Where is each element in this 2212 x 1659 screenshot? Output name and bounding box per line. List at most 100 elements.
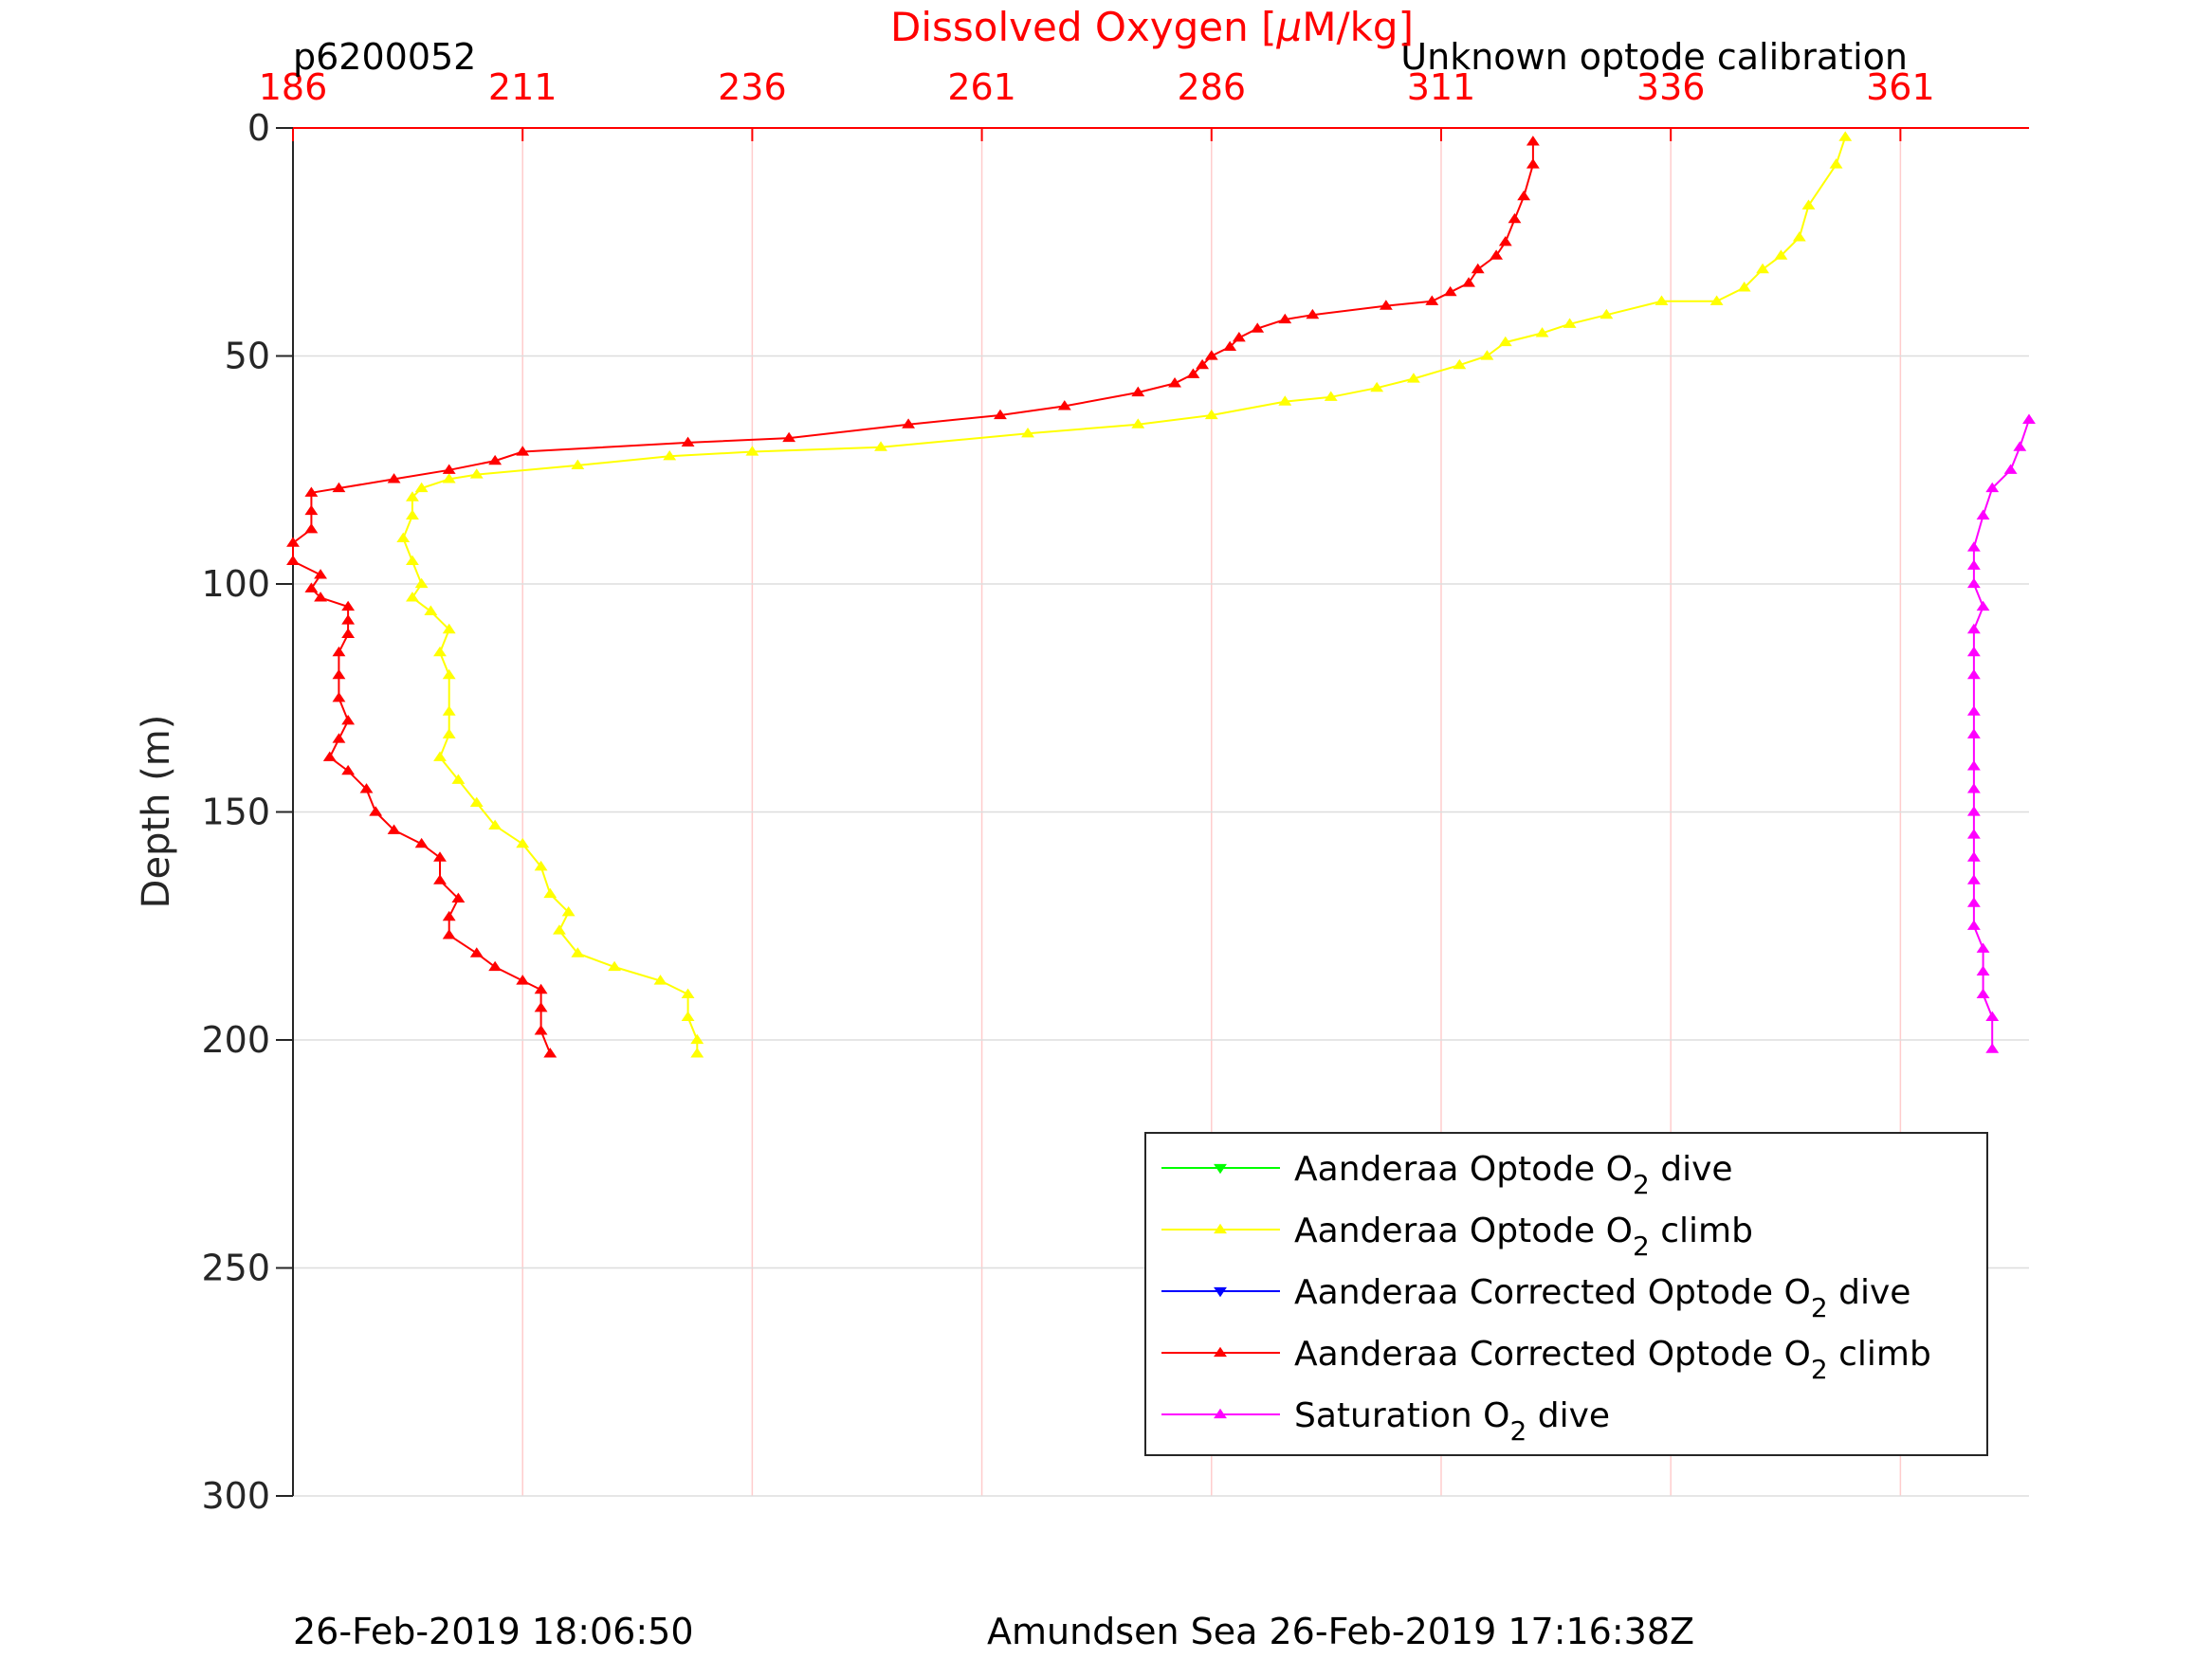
- series-2: [1966, 413, 2036, 1053]
- legend-label: Aanderaa Optode O2 dive: [1294, 1150, 1733, 1200]
- data-point: [442, 728, 456, 738]
- y-tick-label: 250: [201, 1248, 270, 1289]
- series-0: [396, 131, 1853, 1058]
- x-tick-label: 186: [259, 66, 328, 108]
- data-point: [1204, 350, 1218, 360]
- data-point: [359, 783, 374, 793]
- data-point: [1453, 358, 1467, 370]
- data-point: [332, 733, 346, 743]
- data-point: [286, 537, 300, 547]
- y-tick-label: 0: [247, 107, 270, 149]
- data-point: [681, 436, 695, 447]
- legend-label: Aanderaa Corrected Optode O2 climb: [1294, 1335, 1931, 1385]
- data-point: [1966, 705, 1981, 716]
- data-point: [1792, 231, 1806, 242]
- data-point: [488, 454, 503, 465]
- data-point: [1196, 358, 1210, 370]
- data-point: [341, 614, 356, 625]
- data-point: [534, 1025, 548, 1035]
- data-point: [1251, 322, 1265, 333]
- data-point: [681, 1011, 695, 1022]
- grid: [293, 128, 2029, 1497]
- legend-label-prefix: Aanderaa Corrected Optode O: [1294, 1335, 1811, 1374]
- data-point: [1985, 1043, 2000, 1053]
- data-point: [332, 646, 346, 657]
- data-point: [1976, 942, 1990, 953]
- data-point: [433, 874, 447, 884]
- data-point: [1976, 988, 1990, 998]
- data-point: [1654, 295, 1669, 305]
- data-point: [433, 851, 447, 862]
- x-tick-label: 236: [718, 66, 787, 108]
- data-point: [1966, 728, 1981, 738]
- data-point: [442, 910, 456, 921]
- data-point: [1131, 386, 1145, 397]
- data-point: [1526, 136, 1540, 146]
- legend-label-prefix: Aanderaa Optode O: [1294, 1212, 1633, 1250]
- data-point: [1966, 806, 1981, 816]
- data-point: [1756, 263, 1769, 274]
- chart-title-left: p6200052: [293, 36, 476, 78]
- data-point: [433, 751, 447, 761]
- data-point: [1490, 249, 1504, 260]
- legend-label-subscript: 2: [1811, 1354, 1828, 1385]
- x-tick-label: 286: [1178, 66, 1247, 108]
- legend-label-suffix: climb: [1650, 1212, 1753, 1250]
- y-tick-label: 50: [225, 336, 270, 377]
- data-point: [488, 960, 503, 972]
- data-point: [1600, 308, 1614, 319]
- data-point: [653, 975, 667, 985]
- data-point: [1966, 541, 1981, 552]
- data-point: [322, 751, 337, 761]
- data-point: [341, 628, 356, 639]
- data-point: [1709, 295, 1724, 305]
- x-tick-label: 336: [1636, 66, 1706, 108]
- data-point: [1278, 395, 1292, 406]
- legend-swatch-marker: [1214, 1408, 1227, 1419]
- data-point: [571, 459, 585, 470]
- legend-label-subscript: 2: [1633, 1231, 1650, 1262]
- legend-swatch-marker: [1214, 1286, 1227, 1298]
- legend-item: Saturation O2 dive: [1161, 1396, 1610, 1447]
- data-point: [1443, 285, 1457, 297]
- data-point: [1379, 300, 1393, 310]
- data-point: [1966, 897, 1981, 907]
- data-point: [304, 504, 319, 516]
- data-point: [369, 806, 383, 816]
- data-point: [314, 592, 327, 602]
- data-point: [332, 482, 346, 493]
- legend-swatch-marker: [1214, 1346, 1227, 1358]
- data-point: [451, 892, 466, 902]
- data-point: [1966, 829, 1981, 839]
- data-point: [1204, 409, 1218, 420]
- data-point: [1306, 308, 1320, 319]
- data-point: [1563, 318, 1577, 328]
- data-point: [2022, 413, 2036, 424]
- data-point: [1471, 263, 1485, 274]
- legend-label-prefix: Aanderaa Corrected Optode O: [1294, 1273, 1811, 1312]
- data-point: [406, 592, 419, 602]
- series-1: [286, 136, 1540, 1058]
- data-point: [1462, 277, 1475, 287]
- data-point: [608, 960, 622, 972]
- data-point: [314, 569, 327, 579]
- data-point: [414, 577, 429, 589]
- data-point: [451, 774, 466, 784]
- data-point: [1966, 783, 1981, 793]
- data-point: [874, 441, 887, 451]
- x-tick-label: 311: [1407, 66, 1476, 108]
- legend-label-suffix: dive: [1650, 1150, 1733, 1189]
- data-point: [1976, 600, 1990, 611]
- legend-item: Aanderaa Corrected Optode O2 dive: [1161, 1273, 1910, 1323]
- legend-label-subscript: 2: [1811, 1292, 1828, 1323]
- data-point: [332, 668, 346, 680]
- data-point: [1324, 391, 1338, 401]
- data-point: [286, 555, 300, 566]
- data-point: [543, 1048, 558, 1058]
- data-point: [1517, 190, 1531, 201]
- data-point: [534, 860, 548, 871]
- data-point: [1966, 623, 1981, 634]
- data-point: [433, 646, 447, 657]
- data-point: [488, 819, 503, 830]
